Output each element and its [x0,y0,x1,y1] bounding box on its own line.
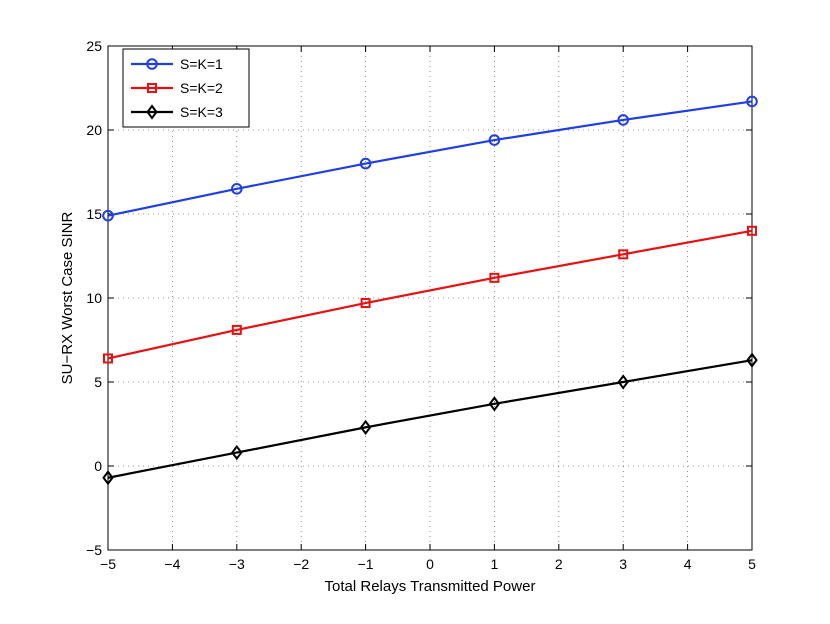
x-tick-label: 0 [426,556,434,572]
square-marker-point [618,249,629,260]
square-marker-point [360,298,371,309]
legend-label: S=K=3 [180,104,223,120]
legend-item: S=K=3 [131,104,223,120]
x-tick-label: −1 [358,556,374,572]
y-tick-label: 5 [94,374,102,390]
legend-item: S=K=2 [131,80,223,96]
y-axis-label: SU−RX Worst Case SINR [59,211,76,384]
diamond-marker-point [102,470,114,486]
ticks: −5 −4 −3 −2 −1 0 1 2 3 4 5 −5 0 5 10 15 20 25 [86,38,756,572]
x-tick-label: −3 [229,556,245,572]
legend: S=K=1 S=K=2 S=K=3 [122,48,250,128]
y-tick-label: 25 [86,38,102,54]
y-tick-label: 15 [86,206,102,222]
legend-label: S=K=1 [180,56,223,72]
legend-label: S=K=2 [180,80,223,96]
diamond-marker-point [617,374,629,390]
circle-marker-point [746,95,758,108]
circle-marker-point [359,157,372,170]
diamond-marker-point [746,352,758,368]
circle-marker-point [617,114,630,126]
circle-marker-point [102,209,114,222]
legend-square-marker [147,83,157,93]
square-marker-point [747,225,757,236]
series-3 [102,352,758,486]
x-tick-label: 3 [619,556,627,572]
circle-marker-point [488,134,501,146]
x-tick-label: 2 [555,556,563,572]
square-marker-point [489,272,500,283]
diamond-marker-point [231,444,243,461]
y-tick-label: 20 [86,122,102,138]
series-lines [102,95,758,486]
x-tick-label: 4 [684,556,692,572]
x-axis-label: Total Relays Transmitted Power [325,578,536,595]
x-tick-label: 5 [748,556,756,572]
series-1 [102,95,758,222]
x-tick-label: −5 [100,556,116,572]
square-marker-point [103,353,113,364]
series-line [107,359,753,479]
x-tick-label: −2 [293,556,309,572]
square-marker-point [231,324,242,335]
x-tick-label: 1 [491,556,499,572]
circle-marker-point [231,183,243,195]
y-tick-label: −5 [86,542,102,558]
y-tick-label: 10 [86,290,102,306]
series-line [107,229,753,360]
legend-diamond-marker [146,104,158,120]
series-line [107,100,753,217]
legend-circle-marker [146,58,158,70]
series-2 [103,225,757,364]
x-tick-label: −4 [164,556,180,572]
legend-item: S=K=1 [131,56,223,72]
diamond-marker-point [359,419,372,436]
diamond-marker-point [488,396,501,412]
y-tick-label: 0 [94,458,102,474]
